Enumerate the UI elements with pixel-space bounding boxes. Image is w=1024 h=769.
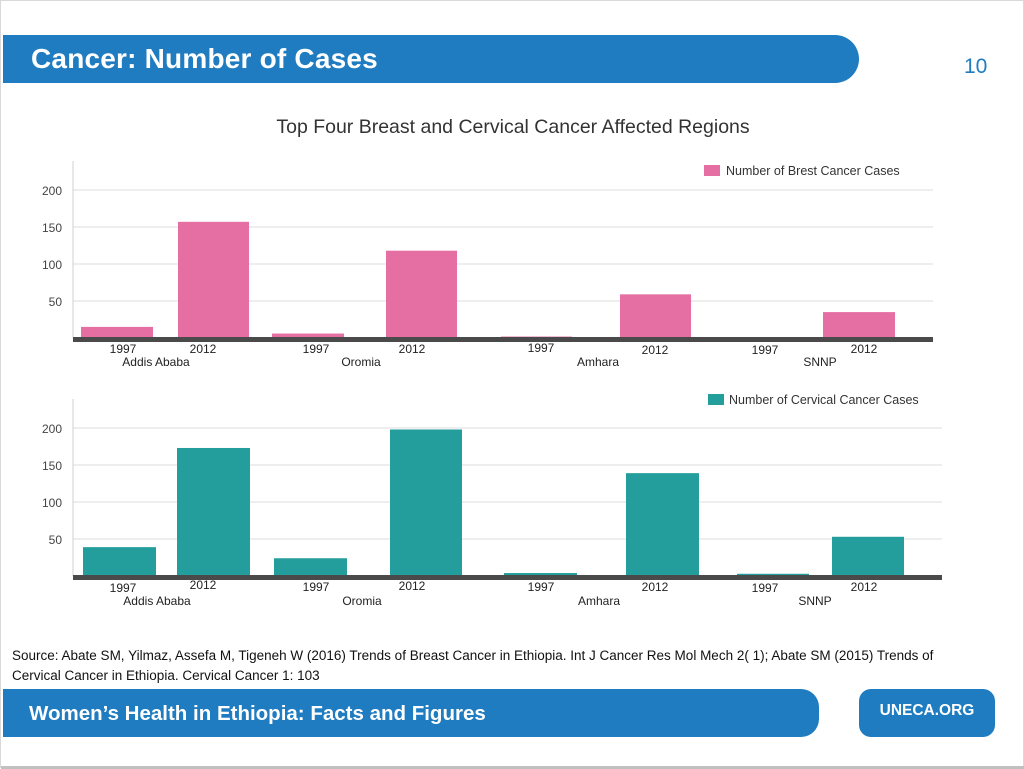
x-tick-label: 1997 xyxy=(752,343,779,357)
footer-bar xyxy=(3,689,819,737)
y-tick-label: 200 xyxy=(42,184,62,198)
bar xyxy=(832,536,904,576)
y-tick-label: 100 xyxy=(42,258,62,272)
bar xyxy=(81,326,153,338)
bar xyxy=(386,250,457,338)
x-tick-label: 2012 xyxy=(190,578,217,592)
x-tick-label: 1997 xyxy=(528,341,555,355)
bar xyxy=(504,573,577,576)
bar xyxy=(274,558,347,576)
x-tick-label: 1997 xyxy=(110,581,137,595)
x-tick-label: 1997 xyxy=(303,342,330,356)
source-citation: Source: Abate SM, Yilmaz, Assefa M, Tige… xyxy=(12,648,934,683)
bar xyxy=(620,294,691,338)
x-tick-label: 2012 xyxy=(642,580,669,594)
x-tick-label: 2012 xyxy=(851,342,878,356)
page-number: 10 xyxy=(964,55,988,78)
y-tick-label: 50 xyxy=(49,295,63,309)
chart-title: Top Four Breast and Cervical Cancer Affe… xyxy=(276,116,750,138)
bar xyxy=(83,547,156,576)
bar xyxy=(390,429,462,576)
x-tick-label: 1997 xyxy=(752,581,779,595)
legend-label: Number of Brest Cancer Cases xyxy=(726,164,900,178)
x-tick-label: 1997 xyxy=(110,342,137,356)
x-tick-label: 2012 xyxy=(399,579,426,593)
bar xyxy=(737,573,809,576)
bar xyxy=(272,333,344,338)
region-label-amhara: Amhara xyxy=(578,594,620,608)
x-axis-baseline xyxy=(73,575,942,580)
region-label-addis-ababa: Addis Ababa xyxy=(122,355,190,369)
bar xyxy=(177,447,250,576)
y-tick-label: 50 xyxy=(49,533,63,547)
legend-swatch xyxy=(708,394,724,405)
x-tick-label: 2012 xyxy=(642,343,669,357)
legend-swatch xyxy=(704,165,720,176)
x-axis-baseline xyxy=(73,337,933,342)
y-tick-label: 100 xyxy=(42,496,62,510)
page-title: Cancer: Number of Cases xyxy=(31,43,378,74)
x-tick-label: 2012 xyxy=(851,580,878,594)
x-tick-label: 1997 xyxy=(528,580,555,594)
region-label-oromia: Oromia xyxy=(342,594,382,608)
legend-label: Number of Cervical Cancer Cases xyxy=(729,393,919,407)
x-tick-label: 1997 xyxy=(303,580,330,594)
y-tick-label: 150 xyxy=(42,221,62,235)
x-tick-label: 2012 xyxy=(399,342,426,356)
x-tick-label: 2012 xyxy=(190,342,217,356)
region-label-oromia: Oromia xyxy=(341,355,381,369)
bar xyxy=(626,473,699,576)
header-bar xyxy=(3,35,859,83)
region-label-amhara: Amhara xyxy=(577,355,619,369)
region-label-snnp: SNNP xyxy=(803,355,836,369)
uneca-link-button[interactable]: UNECA.ORG xyxy=(859,689,995,737)
region-label-addis-ababa: Addis Ababa xyxy=(123,594,191,608)
bar xyxy=(823,312,895,338)
region-label-snnp: SNNP xyxy=(798,594,831,608)
bar xyxy=(178,221,249,338)
y-tick-label: 200 xyxy=(42,422,62,436)
footer-title: Women’s Health in Ethiopia: Facts and Fi… xyxy=(29,702,486,725)
y-tick-label: 150 xyxy=(42,459,62,473)
